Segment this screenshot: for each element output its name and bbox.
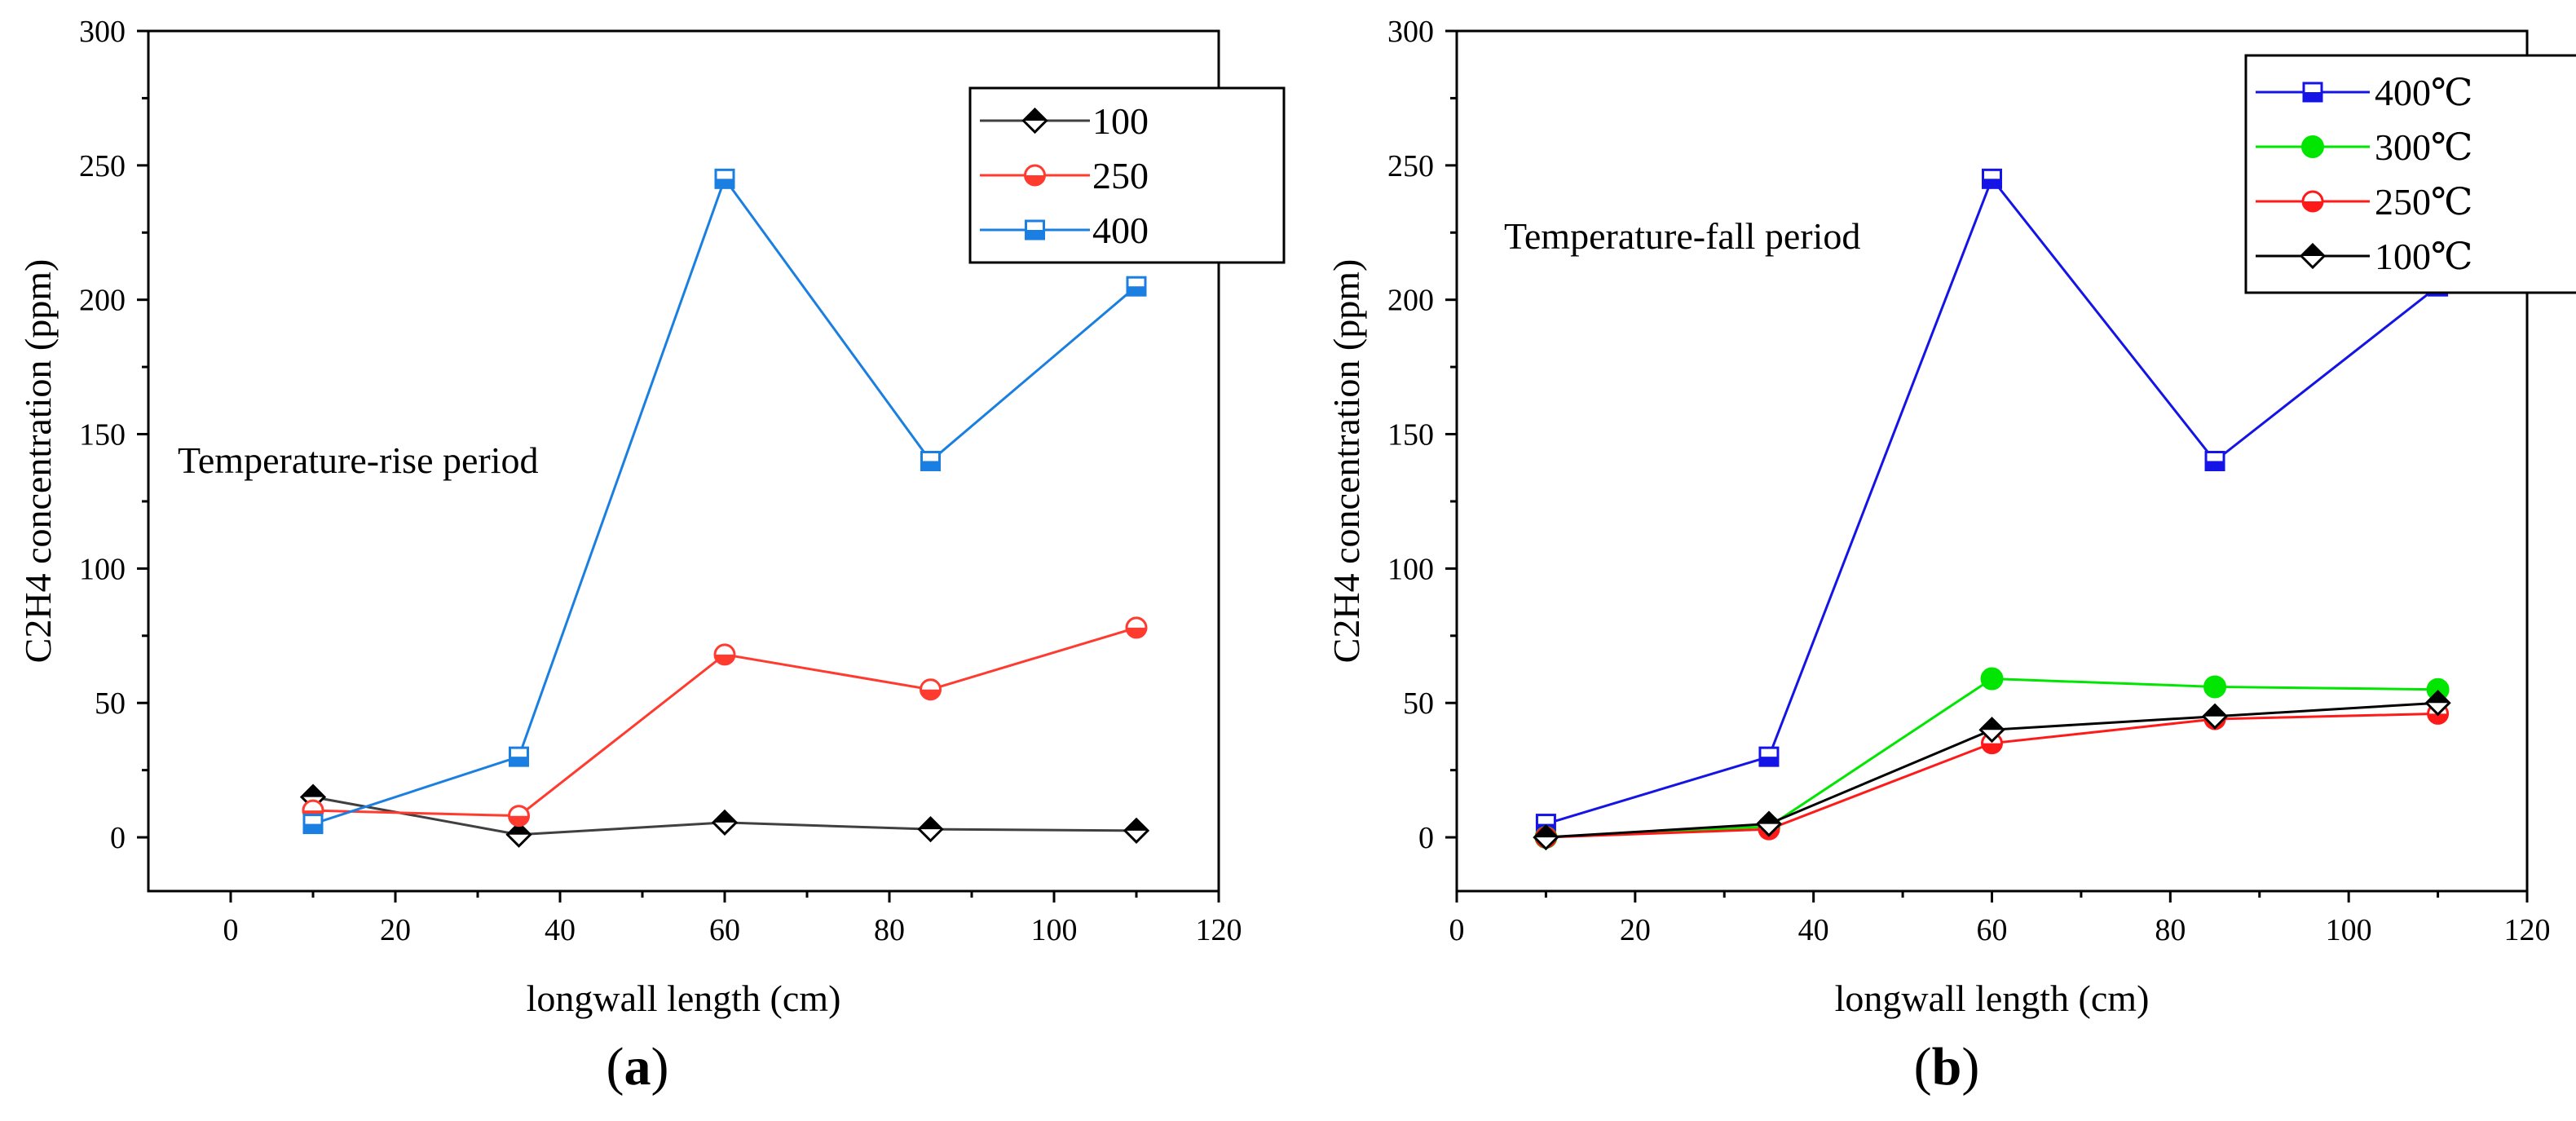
x-axis-label: longwall length (cm)	[1835, 978, 2150, 1019]
data-point	[2203, 675, 2227, 699]
data-point-fill	[2428, 713, 2448, 724]
data-point-fill	[921, 461, 940, 470]
series-100℃	[1533, 690, 2451, 851]
data-point-fill	[713, 810, 736, 823]
x-tick-label: 20	[1620, 913, 1651, 947]
panel-label-letter: a	[624, 1037, 651, 1097]
y-tick-label: 0	[1418, 821, 1434, 855]
y-tick-label: 100	[1387, 552, 1434, 586]
data-point-fill	[1980, 718, 2004, 730]
series-line	[1546, 677, 2438, 839]
y-tick-label: 50	[1403, 686, 1434, 721]
y-tick-label: 250	[79, 149, 126, 183]
x-tick-label: 80	[874, 913, 905, 947]
legend-label: 300℃	[2375, 126, 2472, 168]
data-point-fill	[919, 818, 942, 830]
y-tick-label: 100	[79, 552, 126, 586]
period-annotation: Temperature-rise period	[178, 439, 539, 481]
y-tick-label: 150	[79, 418, 126, 452]
series-100	[299, 783, 1150, 848]
y-tick-label: 50	[95, 686, 126, 721]
legend-label: 250℃	[2375, 181, 2472, 223]
x-axis-label: longwall length (cm)	[527, 978, 841, 1019]
y-axis-label: C2H4 concentration (ppm)	[1325, 259, 1367, 664]
data-point-fill	[1127, 627, 1146, 638]
panel-label-open: (	[607, 1037, 624, 1097]
series-line	[312, 176, 1137, 826]
x-tick-label: 120	[2504, 913, 2551, 947]
chart-panel-b: 0 20 40 60 80 100 120 0 50 100 150 200 250 300 longwal…	[1325, 15, 2576, 1097]
x-tick-label: 40	[1798, 913, 1829, 947]
x-tick-label: 20	[380, 913, 411, 947]
data-point-fill	[2426, 691, 2450, 704]
legend-label: 400	[1092, 210, 1149, 251]
panel-label: (a)	[607, 1037, 669, 1097]
panel-label-close: )	[651, 1037, 669, 1097]
data-point-fill	[2203, 704, 2227, 717]
chart-panel-a: 0 20 40 60 80 100 120 0 50 100 150 200 250 300 longwal…	[17, 15, 1286, 1097]
plot-frame	[147, 29, 1220, 893]
y-tick-label: 200	[79, 284, 126, 318]
legend-label: 400℃	[2375, 72, 2472, 113]
x-tick-label: 120	[1196, 913, 1242, 947]
x-tick-label: 100	[2326, 913, 2372, 947]
legend-marker-fill	[2304, 92, 2322, 101]
legend-label: 250	[1092, 155, 1149, 196]
period-annotation: Temperature-fall period	[1504, 215, 1860, 257]
data-point-fill	[507, 823, 531, 835]
x-tick-label: 100	[1031, 913, 1078, 947]
data-point-fill	[715, 654, 734, 664]
legend-label: 100℃	[2375, 236, 2472, 277]
panel-label-close: )	[1961, 1037, 1979, 1097]
y-tick-label: 250	[1387, 149, 1434, 183]
data-point-fill	[2206, 461, 2225, 470]
legend-marker-fill	[1023, 109, 1047, 121]
legend-marker-fill	[1026, 230, 1044, 239]
data-point-fill	[1757, 812, 1780, 824]
legend: 100 250 400	[968, 86, 1286, 264]
data-point-fill	[1982, 743, 2002, 753]
series-250	[302, 616, 1148, 828]
panel-label: (b)	[1914, 1037, 1980, 1097]
y-tick-label: 300	[79, 15, 126, 49]
x-tick-label: 40	[545, 913, 576, 947]
data-point-fill	[1983, 179, 2001, 188]
legend-box	[2244, 54, 2576, 294]
data-point-fill	[1759, 757, 1778, 766]
x-tick-label: 0	[1449, 913, 1465, 947]
y-tick-label: 0	[110, 821, 126, 855]
x-tick-label: 80	[2155, 913, 2186, 947]
data-point-fill	[1125, 819, 1148, 831]
panel-label-letter: b	[1932, 1037, 1962, 1097]
data-point-fill	[509, 757, 528, 766]
data-point	[1980, 667, 2004, 691]
y-tick-label: 150	[1387, 418, 1434, 452]
data-point-fill	[1534, 826, 1558, 838]
data-point-fill	[304, 823, 322, 833]
panel-label-open: (	[1914, 1037, 1932, 1097]
data-point-fill	[509, 815, 529, 826]
series-400	[302, 168, 1147, 835]
data-point-fill	[920, 689, 941, 700]
legend: 400℃ 300℃ 250℃ 100℃	[2244, 54, 2576, 294]
legend-marker-fill	[2303, 201, 2322, 211]
data-point-fill	[1127, 286, 1145, 296]
x-tick-label: 60	[709, 913, 740, 947]
x-tick-label: 60	[1977, 913, 2008, 947]
y-axis-label: C2H4 concentration (ppm)	[17, 259, 59, 664]
legend-marker-fill	[1025, 175, 1045, 186]
legend-marker-fill	[2301, 245, 2324, 256]
y-tick-label: 300	[1387, 15, 1434, 49]
legend-label: 100	[1092, 100, 1149, 142]
data-point-fill	[716, 179, 734, 188]
series-300℃	[1534, 667, 2450, 850]
y-tick-label: 200	[1387, 284, 1434, 318]
x-tick-label: 0	[223, 913, 239, 947]
legend-marker	[2301, 135, 2324, 158]
data-point-fill	[302, 785, 324, 797]
